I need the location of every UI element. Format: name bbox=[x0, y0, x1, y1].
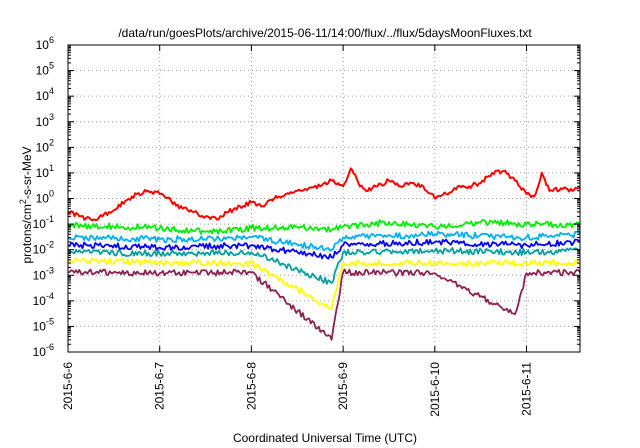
y-tick-base: 10 bbox=[33, 243, 47, 257]
y-axis-label-base: protons/cm bbox=[20, 204, 34, 263]
y-tick-base: 10 bbox=[33, 319, 47, 333]
y-tick-exponent: 2 bbox=[49, 137, 54, 147]
y-tick-label: 103 bbox=[36, 112, 54, 129]
x-tick-label: 2015-6-7 bbox=[153, 362, 167, 410]
y-tick-label: 104 bbox=[36, 86, 54, 103]
y-tick-base: 10 bbox=[36, 64, 50, 78]
y-tick-label: 10-1 bbox=[33, 214, 54, 231]
y-tick-label: 10-2 bbox=[33, 240, 54, 257]
y-tick-exponent: 3 bbox=[49, 112, 54, 122]
x-tick-label: 2015-6-11 bbox=[520, 362, 534, 416]
x-tick-label: 2015-6-6 bbox=[61, 362, 75, 410]
y-tick-exponent: -6 bbox=[46, 342, 54, 352]
y-tick-base: 10 bbox=[36, 38, 50, 52]
y-tick-base: 10 bbox=[36, 140, 50, 154]
y-tick-base: 10 bbox=[36, 115, 50, 129]
series-line-5 bbox=[67, 247, 581, 285]
y-tick-exponent: -3 bbox=[46, 265, 54, 275]
y-tick-base: 10 bbox=[36, 89, 50, 103]
x-axis-label: Coordinated Universal Time (UTC) bbox=[233, 431, 417, 445]
y-tick-exponent: 1 bbox=[49, 163, 54, 173]
y-tick-base: 10 bbox=[33, 345, 47, 359]
y-axis-label-rest: -s-sr-MeV bbox=[20, 146, 34, 199]
y-tick-base: 10 bbox=[36, 166, 50, 180]
y-axis-ticks: 10-610-510-410-310-210-11001011021031041… bbox=[33, 35, 580, 359]
y-tick-label: 105 bbox=[36, 61, 54, 78]
series-line-4 bbox=[67, 238, 581, 260]
y-tick-base: 10 bbox=[36, 192, 50, 206]
y-tick-base: 10 bbox=[33, 268, 47, 282]
x-tick-label: 2015-6-10 bbox=[428, 362, 442, 417]
y-tick-exponent: -5 bbox=[46, 316, 54, 326]
y-tick-exponent: 0 bbox=[49, 189, 54, 199]
y-tick-exponent: -1 bbox=[46, 214, 54, 224]
y-tick-label: 10-6 bbox=[33, 342, 54, 359]
x-axis-ticks: 2015-6-6 2015-6-7 2015-6-8 2015-6-9 2015-6-1… bbox=[61, 45, 534, 417]
y-tick-exponent: 4 bbox=[49, 86, 54, 96]
y-axis-label-sup: 2 bbox=[18, 199, 28, 204]
y-tick-label: 100 bbox=[36, 189, 54, 206]
series-line-7 bbox=[67, 268, 581, 341]
series-layer bbox=[67, 167, 581, 341]
y-tick-exponent: 6 bbox=[49, 35, 54, 45]
chart-title: /data/run/goesPlots/archive/2015-06-11/1… bbox=[118, 26, 532, 40]
series-line-1 bbox=[67, 167, 581, 222]
y-tick-label: 101 bbox=[36, 163, 54, 180]
y-tick-base: 10 bbox=[33, 217, 47, 231]
y-tick-base: 10 bbox=[33, 294, 47, 308]
y-tick-exponent: -4 bbox=[46, 291, 54, 301]
y-tick-exponent: 5 bbox=[49, 61, 54, 71]
series-line-3 bbox=[67, 230, 581, 252]
x-tick-label: 2015-6-9 bbox=[336, 362, 350, 410]
y-tick-label: 10-4 bbox=[33, 291, 54, 308]
y-axis-label: protons/cm2-s-sr-MeV bbox=[18, 146, 34, 263]
y-tick-label: 102 bbox=[36, 137, 54, 154]
y-tick-label: 106 bbox=[36, 35, 54, 52]
y-tick-label: 10-3 bbox=[33, 265, 54, 282]
series-line-6 bbox=[67, 257, 581, 310]
y-tick-exponent: -2 bbox=[46, 240, 54, 250]
series-line-2 bbox=[67, 219, 581, 235]
x-tick-label: 2015-6-8 bbox=[244, 362, 258, 410]
y-tick-label: 10-5 bbox=[33, 316, 54, 333]
